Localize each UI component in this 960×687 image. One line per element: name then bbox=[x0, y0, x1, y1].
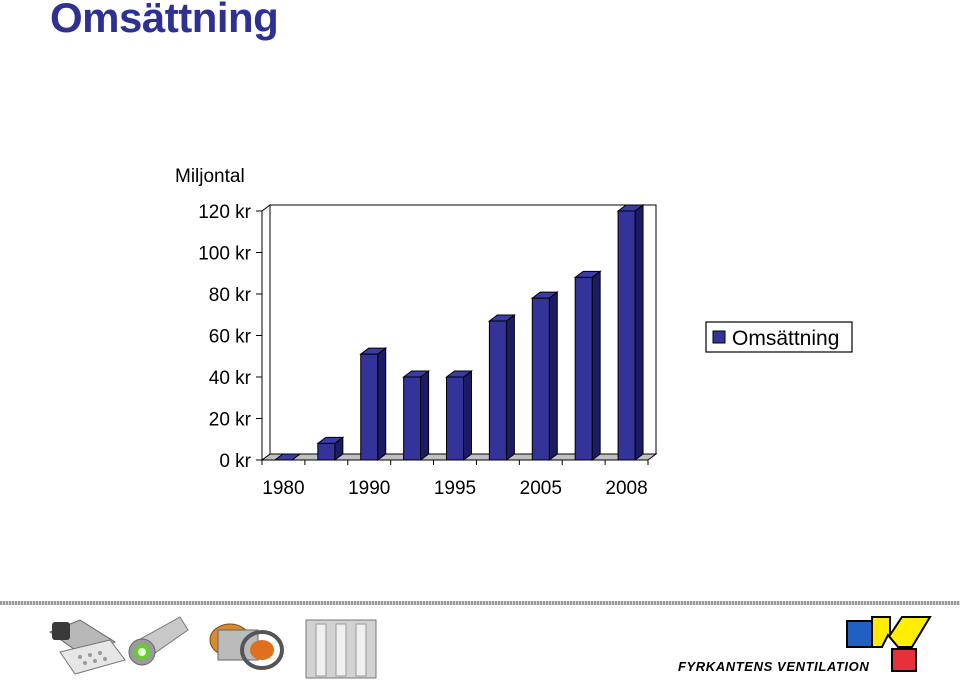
y-tick-label: 40 kr bbox=[209, 368, 252, 389]
chart-side-wall bbox=[261, 204, 271, 461]
bar bbox=[530, 291, 559, 461]
y-tick-label: 80 kr bbox=[209, 285, 252, 306]
bar bbox=[445, 370, 473, 461]
x-tick-label: 2008 bbox=[605, 478, 647, 499]
y-tick-label: 120 kr bbox=[198, 202, 251, 223]
y-tick-label: 0 kr bbox=[219, 451, 251, 472]
silencer-tube-image bbox=[128, 616, 189, 666]
legend-swatch bbox=[712, 330, 726, 344]
bar-side bbox=[591, 270, 601, 461]
logo-blue-square bbox=[846, 620, 874, 648]
y-tick-label: 20 kr bbox=[209, 410, 252, 431]
bar-side bbox=[634, 204, 644, 461]
x-tick-label: 1995 bbox=[434, 478, 476, 499]
bar-front bbox=[531, 297, 550, 461]
bar-side bbox=[420, 370, 430, 461]
company-name: FYRKANTENS VENTILATION bbox=[678, 659, 870, 674]
chart-back-wall bbox=[269, 204, 657, 454]
bar-front bbox=[617, 210, 636, 461]
logo-red-square bbox=[891, 648, 917, 672]
bar bbox=[402, 370, 431, 461]
bar-front bbox=[574, 276, 593, 461]
x-tick-label: 1990 bbox=[348, 478, 390, 499]
bar bbox=[573, 270, 602, 461]
bar-front bbox=[317, 442, 336, 461]
bar-front bbox=[403, 376, 422, 461]
y-tick-label: 60 kr bbox=[209, 327, 252, 348]
legend-label: Omsättning bbox=[732, 327, 839, 350]
bar-side bbox=[463, 370, 472, 461]
bar bbox=[616, 204, 645, 461]
revenue-bar-chart: 0 kr 20 kr 40 kr 60 kr 80 kr 100 kr 120 kr 198… bbox=[175, 166, 853, 499]
x-tick-label: 2005 bbox=[520, 478, 562, 499]
bar bbox=[359, 347, 388, 461]
product-images bbox=[48, 616, 377, 679]
bar-side bbox=[377, 347, 387, 461]
page-title: Omsättning bbox=[50, 0, 279, 41]
x-tick-label: 1980 bbox=[262, 478, 304, 499]
ceiling-diffuser-image bbox=[48, 619, 126, 675]
bar-side bbox=[505, 313, 515, 461]
fire-damper-image bbox=[209, 623, 284, 670]
bar bbox=[487, 313, 516, 461]
logo-yellow-shape bbox=[871, 616, 932, 648]
bar-front bbox=[360, 353, 379, 461]
legend-box bbox=[705, 321, 853, 353]
legend: Omsättning bbox=[705, 321, 853, 353]
footer-divider bbox=[0, 601, 960, 605]
y-axis-label: Miljontal bbox=[175, 166, 245, 187]
bar-side bbox=[548, 291, 558, 461]
bar bbox=[316, 436, 345, 461]
y-tick-label: 100 kr bbox=[198, 244, 251, 265]
bar-front bbox=[488, 320, 507, 461]
bar-front bbox=[446, 376, 464, 461]
duct-silencer-image bbox=[305, 619, 377, 679]
company-logo bbox=[846, 616, 932, 672]
